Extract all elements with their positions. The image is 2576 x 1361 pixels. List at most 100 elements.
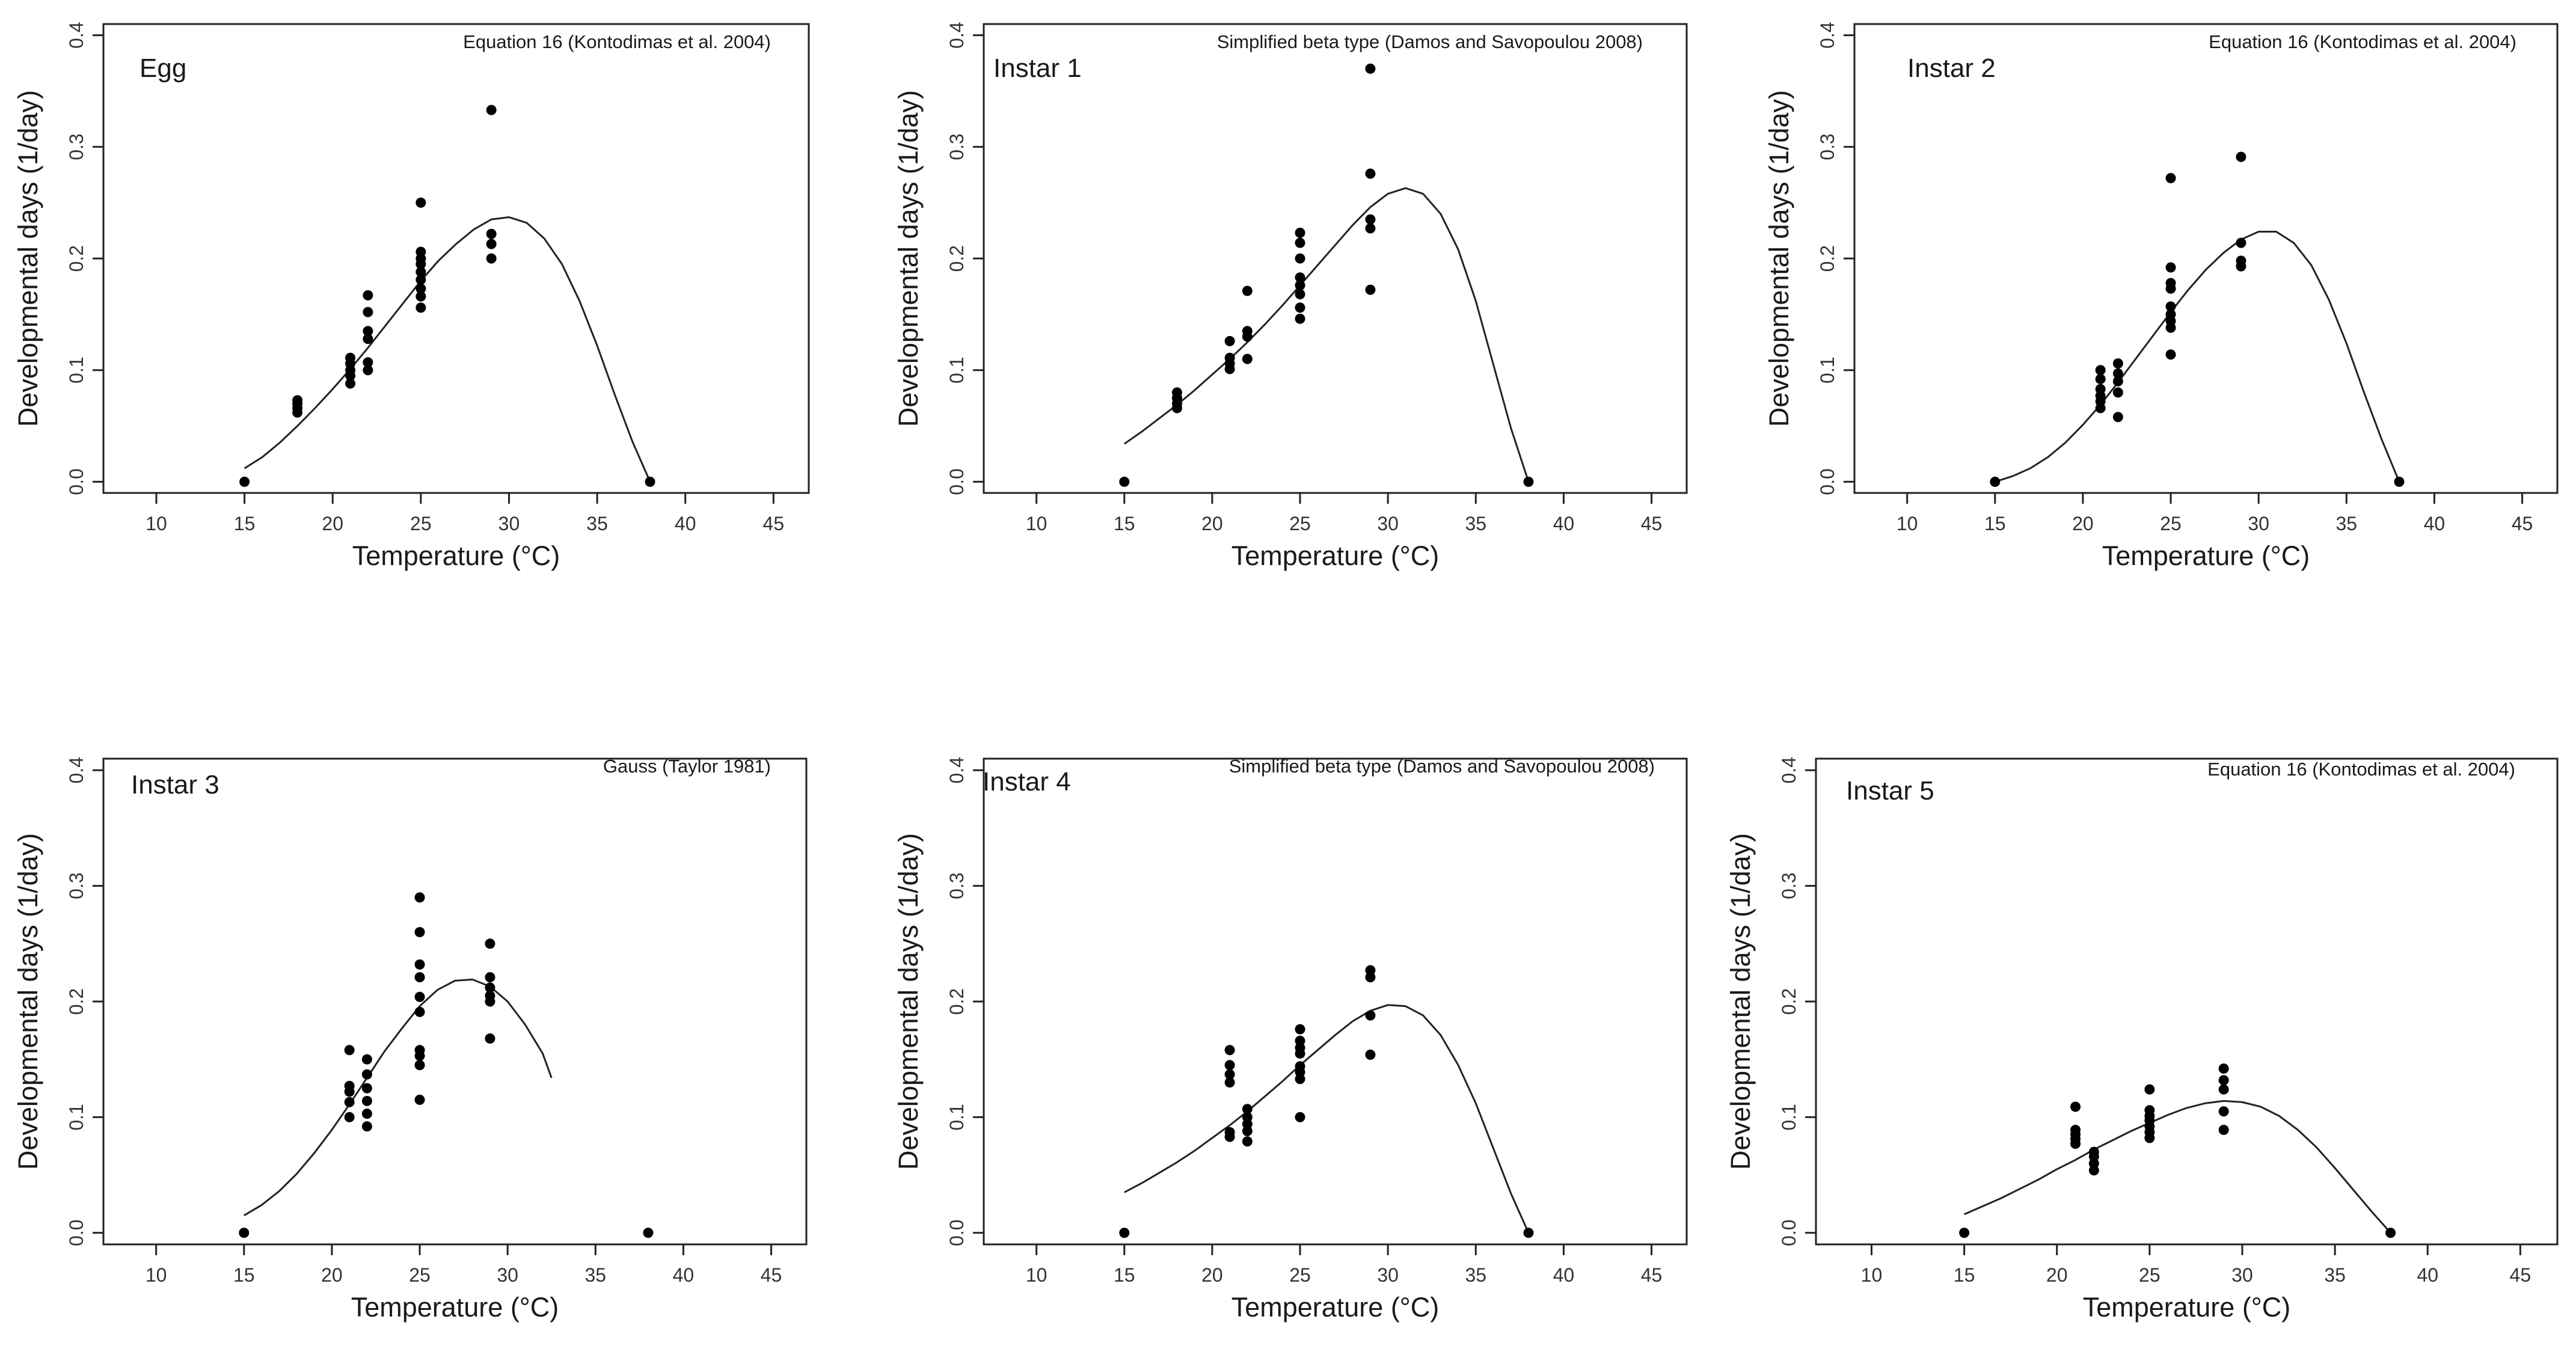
data-point [2112,358,2123,369]
data-point [2236,255,2246,266]
data-point [1365,284,1376,295]
fitted-curve [1963,1100,2391,1234]
data-point [1295,253,1305,264]
model-label: Equation 16 (Kontodimas et al. 2004) [2209,31,2516,52]
data-point [344,1045,355,1056]
data-point [363,334,373,344]
data-point [643,1228,654,1238]
x-tick-label: 25 [2139,1264,2160,1286]
x-tick-label: 45 [763,513,785,534]
data-point [344,1096,355,1107]
data-point [416,274,426,285]
data-point [1242,1104,1253,1115]
model-label: Simplified beta type (Damos and Savopoul… [1229,756,1655,777]
y-tick-label: 0.2 [66,245,87,272]
x-tick-label: 20 [1201,1264,1223,1286]
data-points [239,105,655,487]
data-point [361,1095,372,1106]
x-tick-label: 35 [2336,513,2358,534]
y-tick-label: 0.4 [946,757,968,783]
x-tick-label: 25 [1289,513,1311,534]
data-point [1224,335,1235,346]
y-tick-label: 0.3 [1817,133,1838,160]
data-point [486,253,497,264]
x-tick-label: 40 [673,1264,695,1286]
data-point [414,927,425,938]
x-tick-label: 15 [1954,1264,1975,1286]
data-point [485,938,495,949]
data-point [2218,1106,2229,1117]
data-point [1224,1060,1235,1071]
fitted-curve [244,216,651,483]
data-point [2112,387,2123,398]
y-tick-label: 0.0 [1778,1220,1800,1246]
data-point [1295,227,1305,238]
x-tick-label: 35 [586,513,608,534]
y-tick-label: 0.4 [1817,22,1838,48]
data-point [2095,374,2106,385]
data-point [2236,237,2246,248]
data-point [363,290,373,301]
data-point [1224,1127,1235,1137]
data-point [2218,1063,2229,1074]
model-label: Equation 16 (Kontodimas et al. 2004) [2207,759,2515,780]
y-tick-label: 0.3 [1778,872,1800,899]
data-point [1523,476,1534,487]
data-point [2070,1101,2081,1112]
data-point [1242,1112,1253,1122]
x-tick-label: 30 [1377,1264,1399,1286]
data-point [361,1121,372,1132]
x-tick-label: 30 [497,1264,518,1286]
x-tick-label: 40 [1553,1264,1575,1286]
data-point [1295,280,1305,291]
x-axis-title: Temperature (°C) [1231,1292,1440,1323]
data-point [414,1095,425,1106]
data-point [1523,1228,1534,1238]
data-points [1959,1063,2396,1238]
data-point [2218,1075,2229,1086]
data-point [2088,1146,2099,1157]
data-point [345,378,356,389]
data-point [363,307,373,317]
y-axis-title: Developmental days (1/day) [13,90,43,427]
x-tick-label: 10 [1026,513,1047,534]
data-point [414,972,425,983]
data-point [414,1060,425,1071]
data-points [1119,965,1534,1238]
data-point [1295,1112,1305,1122]
axis-ticks: 10 15 20 25 30 35 40 45 0.0 0.1 0.2 0.3 0.4 [946,757,1662,1286]
data-point [363,357,373,368]
x-tick-label: 10 [1026,1264,1047,1286]
x-tick-label: 15 [1114,513,1135,534]
data-point [2394,476,2405,487]
data-point [1224,1077,1235,1088]
data-point [1365,965,1376,976]
panel-instar-2: Instar 2 Equation 16 (Kontodimas et al. … [1764,22,2559,571]
x-tick-label: 30 [2231,1264,2253,1286]
y-tick-label: 0.1 [946,356,968,383]
data-point [344,1112,355,1122]
x-tick-label: 20 [2072,513,2094,534]
data-point [2095,365,2106,376]
data-point [239,476,250,487]
data-points [1990,151,2405,487]
axis-ticks: 10 15 20 25 30 35 40 45 0.0 0.1 0.2 0.3 0.4 [66,757,782,1286]
data-point [2165,349,2176,360]
data-point [1295,1035,1305,1046]
panel-label: Instar 3 [131,770,219,800]
data-point [1119,476,1130,487]
y-tick-label: 0.2 [946,988,968,1015]
panel-egg: Egg Equation 16 (Kontodimas et al. 2004)… [13,22,810,571]
data-point [1295,1024,1305,1035]
x-tick-label: 10 [146,1264,167,1286]
x-tick-label: 15 [1984,513,2006,534]
fitted-curve [244,978,553,1217]
axis-ticks: 10 15 20 25 30 35 40 45 0.0 0.1 0.2 0.3 0.4 [66,22,784,534]
y-tick-label: 0.1 [1817,356,1838,383]
panel-instar-4: Instar 4 Simplified beta type (Damos and… [893,756,1688,1323]
x-tick-label: 25 [1289,1264,1311,1286]
data-point [361,1109,372,1119]
data-point [1224,352,1235,363]
data-point [2165,309,2176,320]
